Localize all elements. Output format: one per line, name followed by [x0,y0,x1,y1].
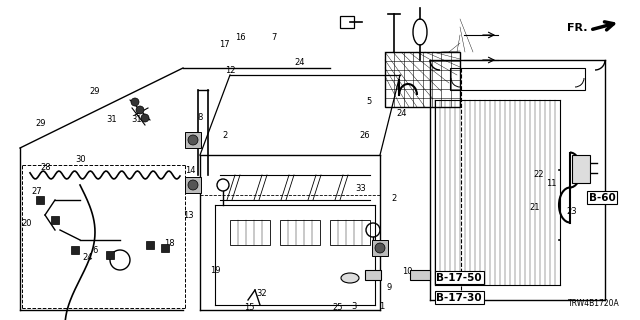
Text: 9: 9 [387,284,392,292]
Text: 27: 27 [31,187,42,196]
Text: 17: 17 [219,40,229,49]
Text: 28: 28 [41,163,51,172]
Text: 25: 25 [332,303,342,312]
Bar [410,270,430,280]
Bar [106,251,114,259]
Text: 32: 32 [256,289,266,298]
Bar [230,220,270,245]
Bar [185,177,201,193]
Bar [372,240,388,256]
Text: 23: 23 [567,207,577,216]
Ellipse shape [341,273,359,283]
Text: 31: 31 [106,115,116,124]
Text: 2: 2 [391,194,396,203]
Text: 26: 26 [360,131,370,140]
Text: 24: 24 [83,253,93,262]
Text: 29: 29 [35,119,45,128]
Text: 16: 16 [236,33,246,42]
Text: FR.: FR. [568,23,588,33]
Text: B-60: B-60 [589,193,616,203]
Text: TRW4B1720A: TRW4B1720A [568,299,620,308]
Text: 19: 19 [210,266,220,275]
Text: 22: 22 [534,170,544,179]
Bar [450,68,585,90]
Bar [330,220,370,245]
Text: 3: 3 [351,302,356,311]
Bar [385,52,460,107]
Text: 10: 10 [402,267,412,276]
Circle shape [136,106,144,114]
Text: 15: 15 [244,303,255,312]
Bar [340,16,354,28]
Text: 14: 14 [185,166,195,175]
Text: 24: 24 [397,109,407,118]
Text: 21: 21 [529,203,540,212]
Circle shape [141,114,149,122]
Bar [51,216,59,224]
Text: 4: 4 [383,248,388,257]
Text: B-17-30: B-17-30 [436,292,482,303]
Text: 29: 29 [90,87,100,96]
Text: 5: 5 [366,97,371,106]
Bar [36,196,44,204]
Text: B-17-50: B-17-50 [436,273,482,283]
Bar [71,246,79,254]
Bar [572,155,590,183]
Bar [185,132,201,148]
Text: 18: 18 [164,239,174,248]
Bar [146,241,154,249]
Text: 31: 31 [132,115,142,124]
Circle shape [375,243,385,253]
Text: 13: 13 [184,211,194,220]
Bar [280,220,320,245]
Bar [161,244,169,252]
Circle shape [131,98,139,106]
Text: 33: 33 [356,184,366,193]
Circle shape [188,180,198,190]
Bar [365,270,381,280]
Text: 24: 24 [294,58,305,67]
Text: 12: 12 [225,66,236,75]
Text: 30: 30 [76,155,86,164]
Text: 2: 2 [223,131,228,140]
Text: 20: 20 [22,220,32,228]
Text: 6: 6 [92,246,97,255]
Text: 8: 8 [198,113,203,122]
Circle shape [188,135,198,145]
Text: 1: 1 [379,302,384,311]
Text: 7: 7 [271,33,276,42]
Text: 11: 11 [547,179,557,188]
